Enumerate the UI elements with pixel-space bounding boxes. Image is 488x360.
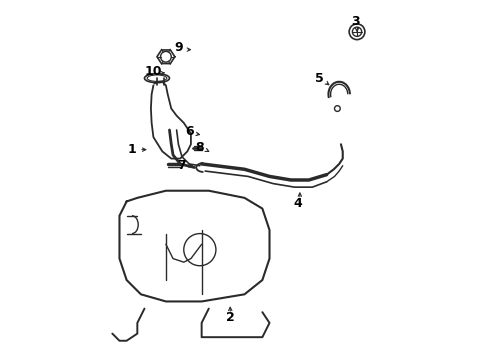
Text: 8: 8 [195, 141, 204, 154]
Text: 5: 5 [314, 72, 323, 85]
Text: 2: 2 [225, 311, 234, 324]
Text: 4: 4 [293, 197, 302, 210]
Text: 7: 7 [177, 159, 186, 172]
Text: 3: 3 [350, 14, 359, 27]
Ellipse shape [144, 74, 169, 83]
Text: 9: 9 [174, 41, 183, 54]
Text: 6: 6 [184, 125, 193, 138]
Text: 10: 10 [144, 64, 162, 77]
Text: 1: 1 [127, 143, 136, 156]
Circle shape [348, 24, 364, 40]
